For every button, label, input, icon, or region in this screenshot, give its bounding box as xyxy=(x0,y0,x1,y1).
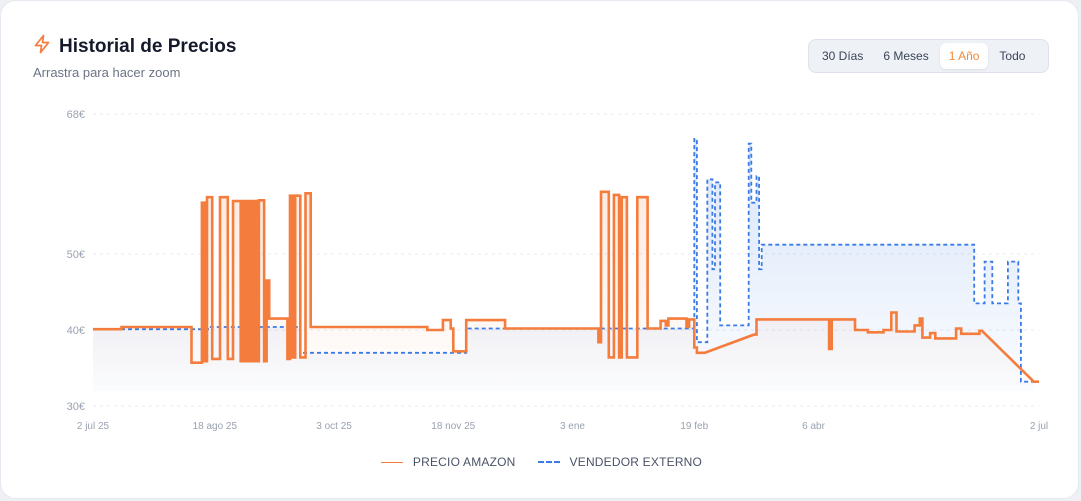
lightning-icon xyxy=(33,34,51,59)
range-30-days-button[interactable]: 30 Días xyxy=(822,49,864,63)
range-6-months-button[interactable]: 6 Meses xyxy=(883,49,929,63)
price-chart[interactable]: 30€ 40€ 50€ 68€ 2 jul 25 18 ago 25 3 oct 25 18 … xyxy=(1,1,1081,441)
legend-label-amazon: PRECIO AMAZON xyxy=(412,455,516,469)
x-tick-label: 2 jul xyxy=(1030,421,1048,432)
x-tick-label: 19 feb xyxy=(680,421,708,432)
header: Historial de Precios xyxy=(33,34,236,59)
y-tick-label: 50€ xyxy=(67,249,85,261)
chart-legend: PRECIO AMAZON VENDEDOR EXTERNO xyxy=(1,455,1081,469)
y-tick-label: 68€ xyxy=(67,109,85,121)
range-all-button[interactable]: Todo xyxy=(999,49,1026,63)
page-title: Historial de Precios xyxy=(59,35,237,57)
range-selector: 30 Días 6 Meses 1 Año Todo xyxy=(808,39,1049,73)
x-tick-label: 2 jul 25 xyxy=(77,421,110,432)
series-line-amazon xyxy=(93,190,1039,383)
y-tick-label: 40€ xyxy=(67,325,85,337)
legend-swatch-external xyxy=(537,461,560,463)
series-area-external xyxy=(93,138,1034,391)
legend-swatch-amazon xyxy=(380,461,403,463)
y-tick-label: 30€ xyxy=(67,401,85,413)
x-tick-label: 3 ene xyxy=(560,421,585,432)
zoom-hint: Arrastra para hacer zoom xyxy=(33,65,181,80)
x-tick-label: 3 oct 25 xyxy=(316,421,352,432)
legend-label-external: VENDEDOR EXTERNO xyxy=(569,455,703,469)
x-tick-label: 18 ago 25 xyxy=(193,421,238,432)
legend-item-amazon[interactable]: PRECIO AMAZON xyxy=(380,455,516,469)
range-1-year-button[interactable]: 1 Año xyxy=(939,43,989,69)
x-tick-label: 6 abr xyxy=(802,421,825,432)
x-tick-label: 18 nov 25 xyxy=(431,421,475,432)
legend-item-external[interactable]: VENDEDOR EXTERNO xyxy=(537,455,703,469)
series-line-external xyxy=(93,138,1034,383)
